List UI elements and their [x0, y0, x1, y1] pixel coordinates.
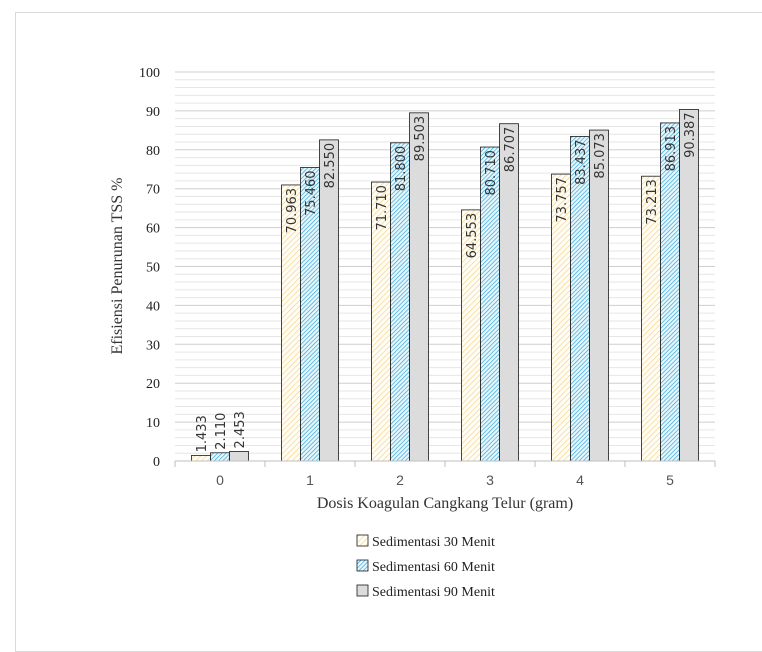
data-label: 82.550	[323, 143, 338, 189]
x-tick-label: 4	[576, 472, 584, 488]
legend-swatch	[356, 559, 369, 572]
x-tick-label: 3	[486, 472, 494, 488]
y-tick-label: 20	[146, 377, 160, 392]
gridlines	[175, 71, 715, 454]
data-label: 64.553	[465, 213, 480, 259]
y-tick-label: 90	[146, 105, 160, 120]
bar-sedimentasi-60-menit-5	[660, 122, 680, 462]
bar-sedimentasi-90-menit-4	[589, 129, 609, 462]
axes: 0 10 20 30 40 50 60 70 80 90 100 0 1 2 3 4 5	[139, 66, 716, 488]
legend: Sedimentasi 30 Menit Sedimentasi 60 Menit…	[356, 534, 495, 600]
legend-label: Sedimentasi 90 Menit	[372, 585, 495, 600]
data-label: 70.963	[285, 188, 300, 234]
legend-swatch	[356, 584, 369, 597]
data-label: 85.073	[593, 133, 608, 179]
data-label: 86.707	[503, 127, 518, 173]
bar-sedimentasi-30-menit-0	[191, 455, 211, 462]
data-label: 75.460	[304, 170, 319, 216]
y-tick-label: 30	[146, 338, 160, 353]
bar-chart: 0 10 20 30 40 50 60 70 80 90 100 0 1 2 3 4 5 1.433 2.110 2…	[109, 66, 716, 600]
bar-sedimentasi-90-menit-3	[499, 123, 519, 462]
data-label: 73.757	[555, 177, 570, 223]
y-tick-label: 10	[146, 416, 160, 431]
data-label: 1.433	[195, 415, 210, 452]
data-label: 90.387	[683, 112, 698, 157]
bar-sedimentasi-60-menit-0	[210, 452, 230, 462]
x-tick-label: 1	[306, 472, 314, 488]
y-tick-label: 70	[146, 183, 160, 198]
bars	[191, 108, 699, 462]
data-label: 83.437	[574, 139, 589, 185]
bar-sedimentasi-90-menit-2	[409, 112, 429, 462]
data-label: 2.110	[214, 413, 229, 450]
data-label: 71.710	[375, 185, 390, 231]
x-tick-label: 2	[396, 472, 404, 488]
bar-sedimentasi-90-menit-0	[229, 451, 249, 462]
y-tick-label: 50	[146, 261, 160, 276]
y-tick-label: 0	[153, 455, 160, 470]
y-tick-label: 100	[139, 66, 160, 81]
x-axis-title: Dosis Koagulan Cangkang Telur (gram)	[317, 495, 573, 512]
data-label: 81.800	[394, 146, 409, 192]
legend-label: Sedimentasi 60 Menit	[372, 560, 495, 575]
y-axis-title: Efisiensi Penurunan TSS %	[109, 177, 126, 354]
legend-label: Sedimentasi 30 Menit	[372, 535, 495, 550]
y-tick-label: 60	[146, 222, 160, 237]
data-label: 73.213	[645, 179, 660, 225]
data-label: 80.710	[484, 150, 499, 196]
y-tick-label: 40	[146, 299, 160, 314]
bar-sedimentasi-90-menit-5	[679, 108, 699, 462]
data-labels: 1.433 2.110 2.453 70.963 75.460 82.550 71.710 8…	[195, 112, 698, 452]
legend-swatch	[356, 534, 369, 547]
data-label: 89.503	[413, 116, 428, 162]
x-tick-label: 0	[216, 472, 224, 488]
data-label: 2.453	[233, 411, 248, 448]
y-tick-label: 80	[146, 144, 160, 159]
data-label: 86.913	[664, 126, 679, 172]
x-tick-label: 5	[666, 472, 674, 488]
